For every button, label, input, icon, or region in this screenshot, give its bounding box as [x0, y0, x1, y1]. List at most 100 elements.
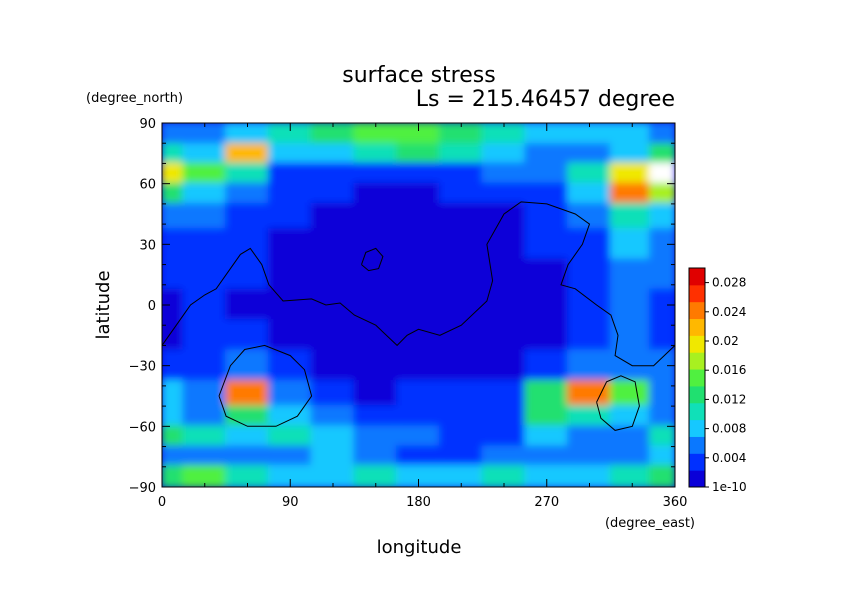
heatmap-cell [524, 349, 570, 382]
heatmap-cell [267, 288, 313, 322]
heatmap-cell [567, 349, 612, 382]
colorbar-swatch [689, 352, 705, 370]
heatmap-cell [396, 379, 441, 408]
heatmap-cell [438, 464, 484, 487]
heatmap-cell [162, 425, 185, 448]
heatmap-cell [481, 182, 527, 205]
heatmap-cell [267, 182, 313, 205]
heatmap-cell [438, 379, 484, 408]
colorbar-swatch [689, 284, 705, 303]
heatmap-cell [609, 379, 652, 408]
heatmap-cell [310, 319, 356, 352]
heatmap-cell [182, 349, 228, 382]
heatmap-cell [396, 162, 441, 185]
heatmap-cell [353, 288, 399, 322]
heatmap-cell [438, 162, 484, 185]
heatmap-cell [438, 288, 484, 322]
heatmap-cell [609, 405, 652, 428]
heatmap-cell [353, 202, 399, 231]
heatmap-cell [225, 162, 270, 185]
colorbar-tick-label: 0.02 [712, 334, 739, 348]
heatmap-cell [649, 445, 675, 467]
heatmap-cell [162, 258, 185, 291]
heatmap-cell [162, 379, 185, 408]
heatmap-cell [182, 445, 228, 467]
heatmap-cell [438, 202, 484, 231]
heatmap-cell [225, 349, 270, 382]
heatmap-cell [396, 228, 441, 261]
heatmap-cell [310, 379, 356, 408]
contour-line [596, 375, 640, 431]
y-unit-label: (degree_north) [86, 91, 183, 106]
heatmap-cell [225, 258, 270, 291]
colorbar-swatch [689, 453, 705, 471]
heatmap-cell [182, 288, 228, 322]
x-axis-label: longitude [377, 537, 462, 558]
heatmap-cell [267, 379, 313, 408]
x-unit-label: (degree_east) [605, 516, 695, 531]
heatmap-cell [182, 143, 228, 165]
heatmap-cell [182, 464, 228, 487]
heatmap-cell [353, 425, 399, 448]
heatmap-cell [267, 349, 313, 382]
heatmap-cell [438, 123, 484, 146]
heatmap-cell [162, 123, 185, 146]
heatmap-cell [267, 405, 313, 428]
heatmap-cell [225, 405, 270, 428]
contour-line [218, 344, 313, 427]
heatmap-cell [162, 202, 185, 231]
heatmap-cell [310, 182, 356, 205]
heatmap-cell [396, 123, 441, 146]
heatmap-cell [481, 143, 527, 165]
heatmap-cell [267, 464, 313, 487]
heatmap-cell [567, 202, 612, 231]
heatmap-cell [225, 182, 270, 205]
heatmap-cell [396, 319, 441, 352]
y-tick-label: −90 [129, 481, 156, 496]
heatmap-cell [609, 288, 652, 322]
heatmap-cell [310, 425, 356, 448]
heatmap-cell [267, 202, 313, 231]
heatmap-cell [353, 162, 399, 185]
heatmap-cell [182, 123, 228, 146]
heatmap-cell [267, 143, 313, 165]
heatmap-cell [609, 228, 652, 261]
heatmap-cell [267, 162, 313, 185]
heatmap-cell [524, 319, 570, 352]
heatmap-cell [310, 464, 356, 487]
heatmap-cell [481, 445, 527, 467]
heatmap-cell [649, 202, 675, 231]
heatmap-cell [267, 123, 313, 146]
colorbar-tick-label: 1e-10 [712, 480, 747, 494]
y-tick-label: 0 [148, 299, 156, 314]
heatmap-cell [438, 405, 484, 428]
heatmap-cell [609, 162, 652, 185]
heatmap-cell [524, 182, 570, 205]
x-tick-label: 90 [282, 495, 299, 510]
heatmap-cell [609, 464, 652, 487]
heatmap-cell [438, 143, 484, 165]
colorbar-tick-label: 0.004 [712, 451, 746, 465]
heatmap-cell [567, 123, 612, 146]
colorbar-swatch [689, 301, 705, 320]
axis-ticks: 0 90 180 270 360 90 60 30 0 −30 −60 −90 [129, 117, 688, 510]
heatmap-cell [353, 143, 399, 165]
heatmap-cell [567, 288, 612, 322]
heatmap-cell [649, 319, 675, 352]
heatmap-cell [310, 228, 356, 261]
heatmap-cell [438, 445, 484, 467]
heatmap-cell [267, 445, 313, 467]
x-tick-label: 270 [534, 495, 559, 510]
x-tick-label: 0 [158, 495, 166, 510]
colorbar-frame [688, 267, 706, 488]
heatmap-cell [396, 425, 441, 448]
heatmap-cell [481, 288, 527, 322]
heatmap-cell [609, 123, 652, 146]
heatmap-cell [609, 143, 652, 165]
heatmap-cell [353, 258, 399, 291]
heatmap-cell [524, 464, 570, 487]
contour-line [162, 201, 675, 367]
heatmap-cell [396, 182, 441, 205]
heatmap-cell [225, 143, 270, 165]
heatmap-cell [481, 123, 527, 146]
